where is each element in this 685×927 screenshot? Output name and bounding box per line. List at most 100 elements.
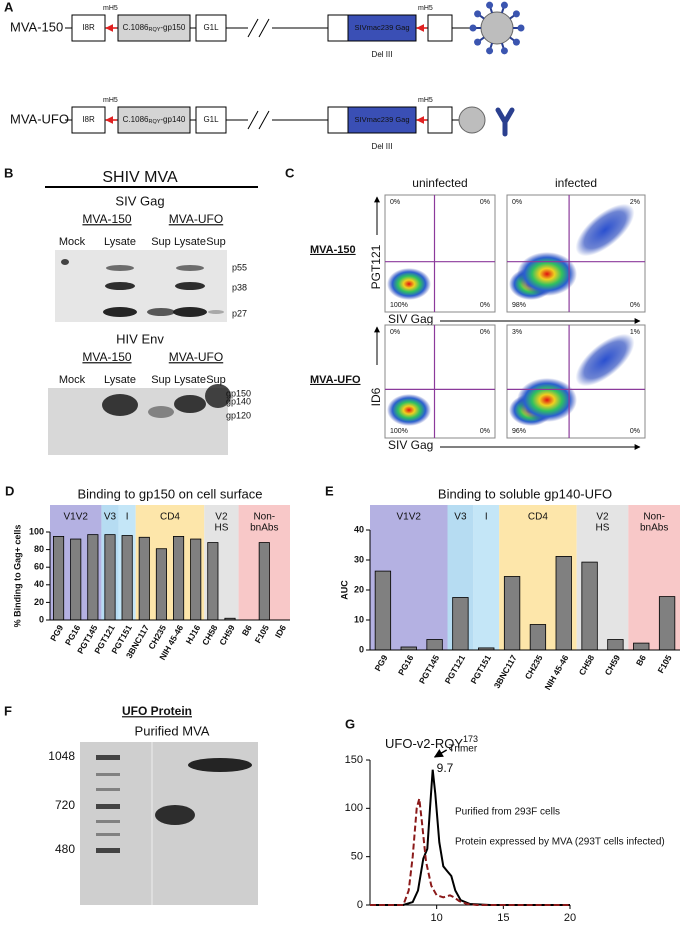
legend-entry: Purified from 293F cells: [455, 807, 560, 818]
insert-label: C.1086RQY-gp150: [123, 23, 186, 33]
construct-name: MVA-UFO: [10, 111, 69, 126]
lane-group: MVA-UFO: [169, 212, 223, 226]
bar: [633, 642, 650, 651]
break-gap: [248, 25, 272, 31]
spike-head: [474, 38, 482, 46]
marker-label: 720: [55, 798, 75, 812]
insert-box: [117, 106, 191, 134]
column-header: uninfected: [412, 176, 467, 190]
panel-label: E: [325, 483, 334, 498]
bar: [658, 596, 676, 651]
bar: [555, 556, 572, 651]
group-label: Non-: [643, 512, 665, 523]
blot-band: [205, 384, 231, 408]
promoter-label: mH5: [418, 5, 433, 12]
quadrant-percent: 0%: [480, 199, 490, 206]
bar: [138, 536, 150, 621]
group-label: bnAbs: [250, 523, 278, 534]
quadrant-percent: 96%: [512, 428, 526, 435]
quadrant-percent: 0%: [630, 428, 640, 435]
flow-plot: 3% 1% 96% 0%: [506, 324, 646, 439]
legend-entry: Protein expressed by MVA (293T cells inf…: [455, 837, 665, 848]
flow-y-label: ID6: [369, 387, 383, 406]
insert-prefix: C.1086: [123, 23, 149, 32]
spike-head: [517, 24, 525, 32]
marker-label: 1048: [48, 749, 75, 763]
gene-label: G1L: [203, 23, 219, 32]
x-tick-label: CH235: [523, 653, 545, 681]
gene-label: I8R: [82, 115, 95, 124]
x-tick-label: F105: [655, 653, 673, 675]
quadrant-percent: 100%: [390, 302, 408, 309]
lane-label: Sup: [151, 236, 171, 248]
bar: [53, 536, 65, 621]
gene-label: I8R: [82, 23, 95, 32]
blot-band: [106, 265, 134, 271]
density: [575, 333, 635, 387]
quadrant-percent: 0%: [630, 302, 640, 309]
gag-box: [347, 106, 417, 134]
blot-band: [208, 310, 224, 314]
bar: [426, 639, 443, 651]
quadrant-percent: 2%: [630, 199, 640, 206]
gag-label: SIVmac239 Gag: [354, 115, 409, 124]
band-label: gp140: [226, 396, 251, 406]
bar: [190, 538, 202, 621]
blot-band: [147, 308, 175, 316]
flow-plot: 0% 0% 100% 0%: [384, 194, 496, 313]
flow-x-label: SIV Gag: [388, 438, 433, 452]
y-tick-label: 100: [345, 802, 363, 814]
bar: [173, 536, 185, 621]
quadrant-percent: 0%: [512, 199, 522, 206]
group-label: V1V2: [63, 512, 88, 523]
blot-title: SIV Gag: [115, 193, 164, 208]
insert-box: [117, 14, 191, 42]
insert-sub: RQY: [148, 119, 160, 125]
y-axis-label: % Binding to Gag+ cells: [12, 525, 22, 628]
y-tick-label: 150: [345, 754, 363, 766]
chart-title: UFO-v2-RQY173: [385, 734, 478, 751]
annotation-arrow: [433, 749, 448, 758]
gag-box: [347, 14, 417, 42]
antibody-icon: [495, 107, 515, 137]
flow-plot: 0% 2% 98% 0%: [506, 194, 646, 313]
x-tick-label: 15: [497, 912, 509, 924]
density: [387, 394, 431, 426]
y-tick-label: 10: [354, 614, 364, 624]
x-tick-label: CH58: [200, 623, 220, 647]
insert-suffix: -gp150: [160, 23, 185, 32]
quadrant-percent: 0%: [390, 199, 400, 206]
y-tick-label: 0: [357, 899, 363, 911]
density: [387, 268, 431, 300]
bar: [503, 576, 521, 651]
title-text: UFO-v2-RQY: [385, 736, 463, 751]
spike-head: [512, 38, 520, 46]
title-sup: 173: [463, 734, 478, 744]
lane-group: MVA-150: [82, 212, 131, 226]
y-tick-label: 30: [354, 554, 364, 564]
x-tick-label: CH59: [603, 653, 623, 677]
blot-band: [148, 406, 174, 418]
break-mark: [258, 110, 270, 130]
blot-band: [61, 259, 69, 265]
flank-box: [327, 106, 349, 134]
flank-box: [327, 14, 349, 42]
lane-label: Mock: [59, 236, 86, 248]
blot-band: [173, 307, 207, 317]
promoter-label: mH5: [103, 5, 118, 12]
blot-band: [105, 282, 135, 290]
spike-head: [500, 47, 508, 55]
series-line: [370, 769, 570, 906]
y-tick-label: 80: [34, 544, 44, 554]
panel-label: G: [345, 716, 355, 731]
band-label: gp150: [226, 388, 251, 398]
break-mark: [247, 110, 259, 130]
insert-sub: RQY: [148, 27, 160, 33]
break-mark: [258, 18, 270, 38]
blot-band: [102, 394, 138, 416]
panel-label: C: [285, 165, 295, 180]
group-label: V2: [596, 512, 609, 523]
group-label: CD4: [160, 512, 180, 523]
band-label: p38: [232, 282, 247, 292]
